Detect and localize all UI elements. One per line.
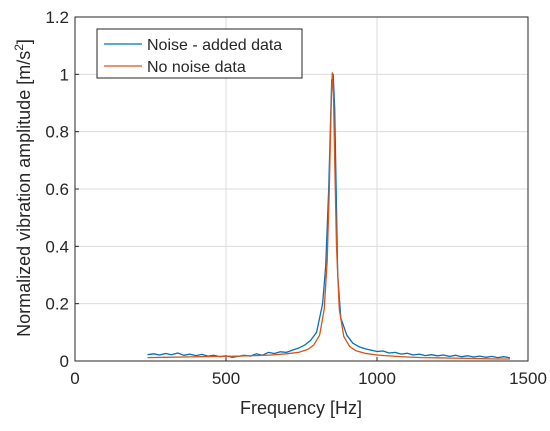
- x-tick-label: 1500: [509, 369, 547, 388]
- y-axis-label-end: ]: [14, 39, 34, 44]
- y-axis-label: Normalized vibration amplitude [m/s2]: [12, 39, 34, 337]
- axis-ticks: 0 500 1000 1500 0 0.2 0.4 0.6 0.8 1 1.2: [45, 8, 547, 388]
- legend-label-no-noise: No noise data: [147, 59, 246, 76]
- y-tick-label: 0.2: [45, 295, 69, 314]
- x-tick-label: 0: [70, 369, 79, 388]
- x-tick-label: 1000: [358, 369, 396, 388]
- x-axis-label: Frequency [Hz]: [240, 398, 362, 418]
- legend-label-noise-added: Noise - added data: [147, 37, 282, 54]
- y-tick-label: 1: [60, 65, 69, 84]
- y-tick-label: 0: [60, 352, 69, 371]
- series-line-no-noise: [147, 72, 510, 360]
- y-tick-label: 0.6: [45, 180, 69, 199]
- legend: Noise - added data No noise data: [96, 28, 303, 79]
- y-tick-label: 1.2: [45, 8, 69, 27]
- legend-box: [96, 28, 303, 79]
- y-axis-label-main: Normalized vibration amplitude [m/s: [14, 51, 34, 337]
- x-tick-label: 500: [212, 369, 240, 388]
- y-axis-label-superscript: 2: [12, 44, 26, 51]
- y-tick-label: 0.4: [45, 237, 69, 256]
- y-tick-label: 0.8: [45, 123, 69, 142]
- plot-series: [147, 72, 511, 360]
